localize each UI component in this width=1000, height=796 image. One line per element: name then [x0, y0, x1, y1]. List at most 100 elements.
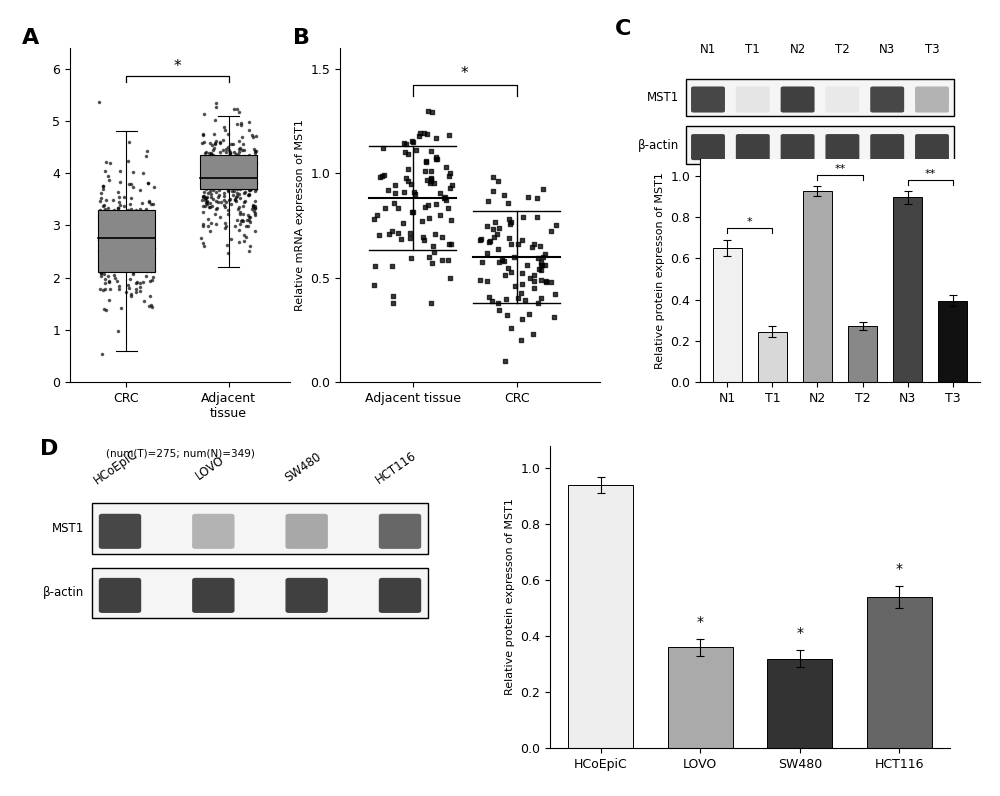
Point — [223, 165, 239, 178]
Point — [535, 251, 551, 263]
Point — [117, 260, 133, 273]
FancyBboxPatch shape — [192, 513, 235, 549]
Point — [128, 283, 144, 295]
Text: LOVO: LOVO — [193, 453, 226, 482]
Point — [214, 158, 230, 170]
Point — [92, 209, 108, 222]
Bar — [686, 79, 954, 116]
Point — [227, 167, 243, 180]
Point — [423, 145, 439, 158]
Point — [422, 177, 438, 189]
Point — [206, 158, 222, 170]
Point — [441, 237, 457, 250]
Point — [438, 161, 454, 174]
Point — [125, 244, 141, 256]
Point — [110, 185, 126, 198]
Point — [125, 217, 141, 229]
Point — [122, 273, 138, 286]
Point — [506, 250, 522, 263]
Point — [426, 177, 442, 189]
Point — [203, 217, 219, 229]
Point — [247, 209, 263, 221]
Point — [247, 199, 263, 212]
Point — [235, 215, 251, 228]
Point — [203, 146, 219, 159]
Point — [202, 185, 218, 197]
Point — [237, 181, 253, 194]
Point — [209, 162, 225, 175]
Point — [242, 170, 258, 182]
Point — [231, 167, 247, 180]
Point — [227, 179, 243, 192]
Point — [96, 217, 112, 230]
Point — [501, 232, 517, 244]
Point — [197, 174, 213, 187]
Text: MST1: MST1 — [52, 522, 84, 535]
Point — [411, 130, 427, 142]
Point — [231, 187, 247, 200]
Point — [241, 149, 257, 162]
Point — [503, 322, 519, 334]
Point — [220, 247, 236, 259]
Point — [101, 174, 117, 187]
Point — [138, 150, 154, 162]
Point — [533, 264, 549, 277]
Point — [224, 185, 240, 197]
Point — [136, 232, 152, 244]
Point — [231, 235, 247, 248]
Point — [205, 174, 221, 187]
Point — [229, 187, 245, 200]
Point — [202, 161, 218, 174]
Point — [125, 253, 141, 266]
Point — [195, 189, 211, 202]
Point — [125, 166, 141, 178]
Point — [489, 228, 505, 240]
Point — [93, 187, 109, 200]
Point — [208, 172, 224, 185]
Point — [110, 325, 126, 338]
Point — [232, 205, 248, 218]
Point — [423, 173, 439, 185]
Point — [100, 220, 116, 232]
Point — [126, 249, 142, 262]
Point — [203, 158, 219, 171]
Point — [233, 214, 249, 227]
Point — [109, 275, 125, 287]
Point — [104, 215, 120, 228]
Point — [234, 143, 250, 156]
Point — [97, 283, 113, 295]
Point — [131, 257, 147, 270]
Point — [110, 201, 126, 214]
Point — [103, 239, 119, 252]
Point — [95, 200, 111, 213]
Point — [517, 294, 533, 306]
Point — [420, 199, 436, 212]
Point — [94, 222, 110, 235]
Point — [139, 209, 155, 221]
Point — [99, 208, 115, 220]
Point — [100, 249, 116, 262]
Point — [102, 157, 118, 170]
Point — [236, 171, 252, 184]
Point — [526, 238, 542, 251]
Point — [205, 149, 221, 162]
Point — [128, 286, 144, 298]
Point — [219, 166, 235, 179]
Point — [437, 190, 453, 203]
Point — [118, 286, 134, 298]
Point — [205, 166, 221, 178]
Point — [94, 347, 110, 360]
Point — [228, 160, 244, 173]
Point — [235, 138, 251, 150]
Point — [100, 170, 116, 182]
Point — [240, 155, 256, 168]
Point — [432, 186, 448, 199]
Point — [490, 243, 506, 256]
Point — [237, 194, 253, 207]
Y-axis label: Relative mRNA expresson of MST1: Relative mRNA expresson of MST1 — [295, 119, 305, 311]
FancyBboxPatch shape — [379, 578, 421, 613]
Point — [125, 248, 141, 260]
Point — [421, 212, 437, 224]
FancyBboxPatch shape — [781, 134, 815, 160]
Point — [199, 196, 215, 209]
